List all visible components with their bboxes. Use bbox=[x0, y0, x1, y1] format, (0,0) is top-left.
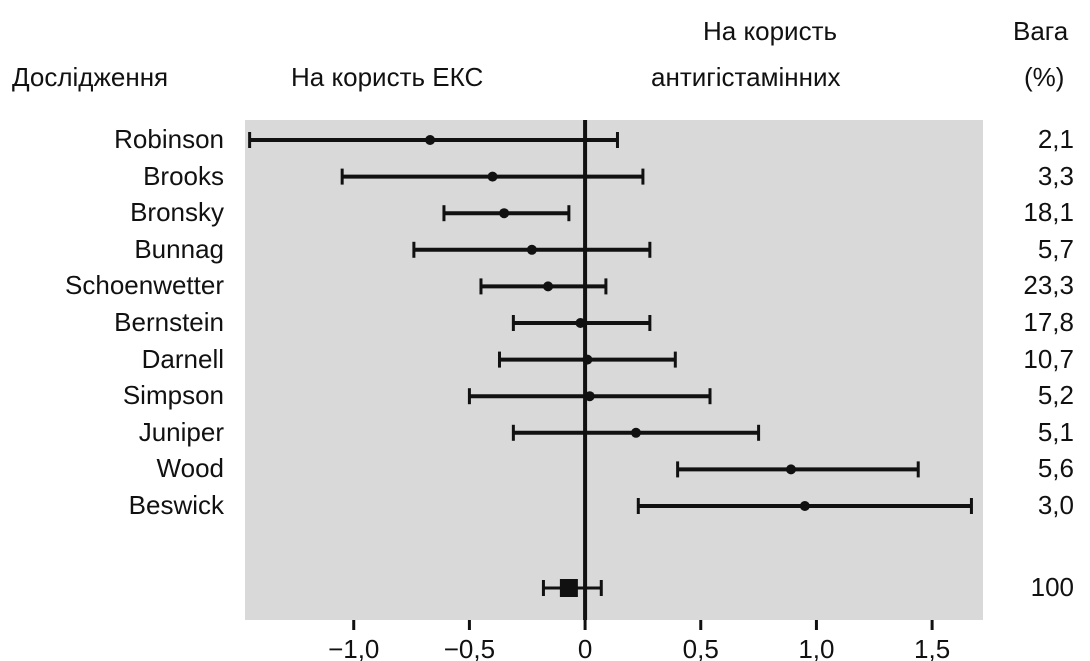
point-estimate-wood bbox=[785, 464, 796, 475]
study-label: Wood bbox=[156, 453, 224, 484]
point-estimate-brooks bbox=[487, 171, 498, 182]
header-study: Дослідження bbox=[12, 62, 169, 92]
weight-value: 17,8 bbox=[1023, 307, 1074, 337]
study-label: Bunnag bbox=[134, 233, 224, 264]
point-estimate-beswick bbox=[799, 501, 810, 511]
weight-value: 5,7 bbox=[1037, 233, 1074, 264]
x-tick-label: −0,5 bbox=[444, 634, 495, 661]
x-tick-label: 0 bbox=[578, 634, 592, 661]
header-weight-line1: Вага bbox=[1013, 16, 1069, 46]
study-label: Robinson bbox=[114, 124, 224, 154]
pooled-estimate-square bbox=[559, 579, 578, 597]
weight-value: 5,6 bbox=[1037, 453, 1074, 484]
study-label: Bronsky bbox=[130, 197, 224, 228]
x-tick-label: 1,0 bbox=[798, 634, 834, 661]
x-tick-label: 0,5 bbox=[683, 634, 719, 661]
pooled-weight-value: 100 bbox=[1030, 572, 1074, 602]
study-label: Simpson bbox=[122, 380, 224, 411]
header-favors-right-line1: На користь bbox=[703, 16, 838, 46]
study-label: Darnell bbox=[141, 343, 224, 374]
weight-value: 3,0 bbox=[1037, 490, 1074, 520]
weight-value: 10,7 bbox=[1023, 343, 1074, 374]
point-estimate-darnell bbox=[582, 354, 593, 365]
study-label: Brooks bbox=[143, 160, 224, 191]
point-estimate-robinson bbox=[425, 135, 436, 145]
point-estimate-bunnag bbox=[526, 244, 537, 255]
point-estimate-schoenwetter bbox=[543, 281, 554, 292]
point-estimate-bernstein bbox=[575, 318, 586, 328]
weight-value: 5,2 bbox=[1037, 380, 1074, 411]
header-favors-left: На користь ЕКС bbox=[291, 62, 484, 92]
point-estimate-simpson bbox=[584, 391, 595, 402]
weight-value: 3,3 bbox=[1037, 160, 1074, 191]
study-label: Beswick bbox=[128, 490, 224, 520]
weight-value: 23,3 bbox=[1023, 270, 1074, 301]
header-weight-line2: (%) bbox=[1024, 62, 1065, 92]
point-estimate-bronsky bbox=[499, 208, 510, 219]
x-tick-label: 1,5 bbox=[914, 634, 950, 661]
x-tick-label: −1,0 bbox=[328, 634, 379, 661]
plot-background-panel bbox=[245, 120, 983, 620]
weight-value: 2,1 bbox=[1037, 124, 1074, 154]
study-label: Bernstein bbox=[114, 307, 224, 337]
weight-value: 18,1 bbox=[1023, 197, 1074, 228]
weight-value: 5,1 bbox=[1037, 416, 1074, 447]
point-estimate-juniper bbox=[630, 427, 641, 438]
header-favors-right-line2: антигістамінних bbox=[651, 62, 841, 92]
study-label: Juniper bbox=[138, 416, 224, 447]
study-label: Schoenwetter bbox=[65, 270, 224, 301]
